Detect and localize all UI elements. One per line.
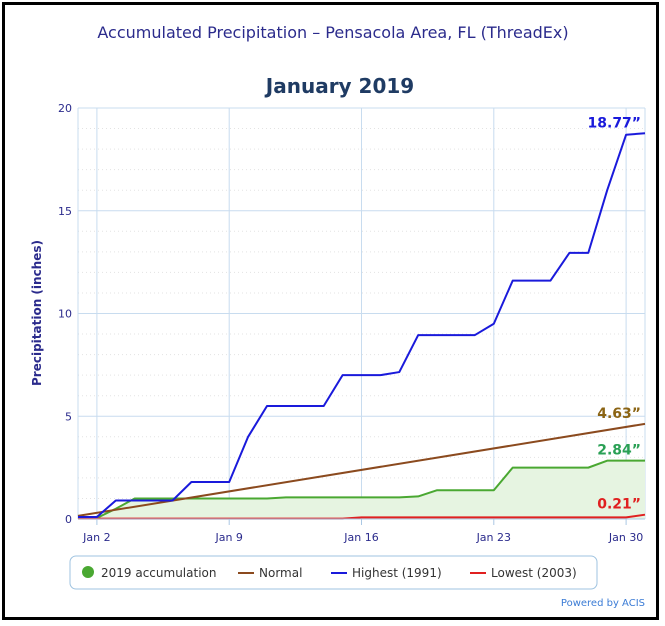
legend-label: 2019 accumulation bbox=[101, 566, 216, 580]
end-value-label: 2.84” bbox=[597, 443, 641, 459]
end-value-label: 0.21” bbox=[597, 497, 641, 513]
x-tick-label: Jan 9 bbox=[214, 531, 242, 544]
legend-dot-icon bbox=[82, 566, 94, 578]
y-tick-label: 20 bbox=[58, 102, 72, 115]
x-tick-label: Jan 30 bbox=[608, 531, 643, 544]
x-tick-label: Jan 23 bbox=[476, 531, 511, 544]
y-tick-label: 10 bbox=[58, 308, 72, 321]
y-tick-label: 5 bbox=[65, 410, 72, 423]
legend-label: Normal bbox=[259, 566, 302, 580]
end-value-label: 18.77” bbox=[588, 115, 641, 131]
y-tick-label: 0 bbox=[65, 513, 72, 526]
y-axis-label: Precipitation (inches) bbox=[30, 240, 44, 386]
y-tick-label: 15 bbox=[58, 205, 72, 218]
chart-title: Accumulated Precipitation – Pensacola Ar… bbox=[97, 23, 568, 42]
legend-label: Highest (1991) bbox=[352, 566, 442, 580]
end-value-label: 4.63” bbox=[597, 406, 641, 422]
x-tick-label: Jan 2 bbox=[82, 531, 110, 544]
accumulated-precipitation-chart: Accumulated Precipitation – Pensacola Ar… bbox=[0, 0, 665, 626]
legend-label: Lowest (2003) bbox=[491, 566, 577, 580]
credit-link[interactable]: Powered by ACIS bbox=[561, 598, 645, 609]
x-tick-label: Jan 16 bbox=[343, 531, 378, 544]
chart-subtitle: January 2019 bbox=[264, 74, 414, 98]
grid bbox=[78, 108, 645, 519]
